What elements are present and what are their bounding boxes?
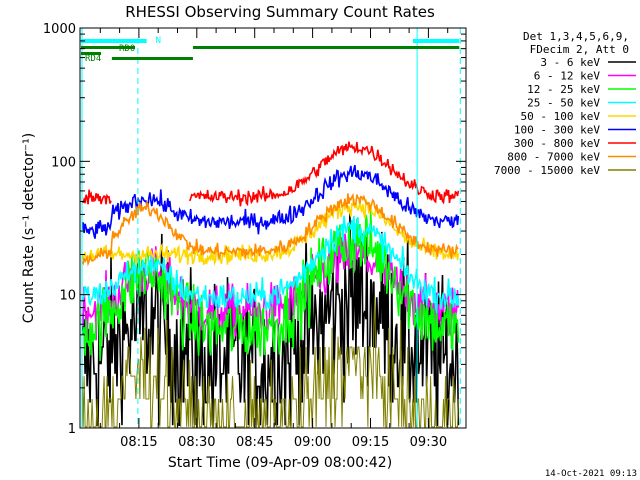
legend-label-0: 3 - 6 keV <box>540 56 600 69</box>
series-line-50-100-kev-0 <box>81 198 460 267</box>
x-tick-label-2: 08:45 <box>236 435 273 450</box>
x-tick-label-4: 09:15 <box>352 435 389 450</box>
legend-label-6: 300 - 800 keV <box>514 137 600 150</box>
series-line-12-25-kev-0 <box>81 210 460 362</box>
rd0-bar-1 <box>192 46 460 49</box>
legend-header-0: Det 1,3,4,5,6,9, <box>523 30 629 43</box>
rd0-label: RD0 <box>119 44 135 54</box>
y-tick-label-0: 1 <box>68 422 76 437</box>
x-tick-label-1: 08:30 <box>178 435 215 450</box>
legend: Det 1,3,4,5,6,9,FDecim 2, Att 03 - 6 keV… <box>494 30 636 177</box>
night-label: N <box>156 36 161 46</box>
footer-timestamp: 14-Oct-2021 09:13 <box>545 469 637 479</box>
series-line-300-800-kev-0 <box>82 189 112 205</box>
chart-title: RHESSI Observing Summary Count Rates <box>125 3 435 21</box>
plot-frame <box>79 27 467 429</box>
legend-header-1: FDecim 2, Att 0 <box>530 43 629 56</box>
rd4-label: RD4 <box>85 54 101 64</box>
x-tick-label-0: 08:15 <box>120 435 157 450</box>
legend-label-7: 800 - 7000 keV <box>507 151 600 164</box>
series-line-7000-15000-kev-0 <box>81 296 459 428</box>
y-tick-label-3: 1000 <box>43 22 76 37</box>
series-line-800-7000-kev-0 <box>81 192 459 267</box>
legend-label-4: 50 - 100 keV <box>521 110 601 123</box>
legend-label-2: 12 - 25 keV <box>527 83 600 96</box>
y-tick-label-1: 10 <box>59 289 76 304</box>
series-layer <box>81 141 460 428</box>
series-line-100-300-kev-0 <box>81 164 460 239</box>
series-line-25-50-kev-0 <box>81 215 460 314</box>
event-layer: N RD0 RD4 <box>81 28 461 428</box>
legend-label-3: 25 - 50 keV <box>527 97 600 110</box>
series-line-300-800-kev-1 <box>188 141 460 207</box>
rd0-bar-0 <box>81 46 136 49</box>
night-bar-1 <box>412 39 460 43</box>
legend-label-8: 7000 - 15000 keV <box>494 164 600 177</box>
x-axis-label: Start Time (09-Apr-09 08:00:42) <box>168 455 392 471</box>
y-tick-label-2: 100 <box>51 155 76 170</box>
x-tick-label-5: 09:30 <box>410 435 447 450</box>
night-bar-0 <box>81 39 147 43</box>
rd4-bar-lead <box>81 52 101 55</box>
rd4-bar-0 <box>111 57 193 60</box>
axis-layer: 1 10 100 1000 08:15 08:30 08:45 09:00 09:15 09:30 <box>43 22 466 450</box>
legend-label-5: 100 - 300 keV <box>514 124 600 137</box>
y-axis-label: Count Rate (s⁻¹ detector⁻¹) <box>21 133 37 323</box>
x-tick-label-3: 09:00 <box>294 435 331 450</box>
legend-label-1: 6 - 12 keV <box>534 70 601 83</box>
